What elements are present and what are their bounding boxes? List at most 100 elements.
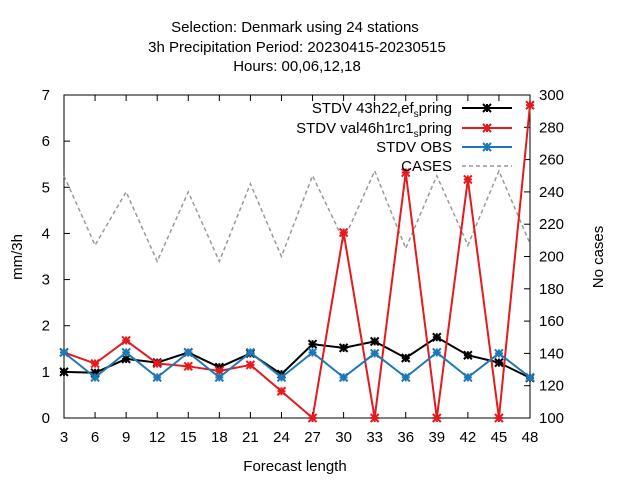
marker-stroke bbox=[369, 348, 380, 359]
y-tick-label: 2 bbox=[42, 318, 50, 335]
marker-stroke bbox=[401, 167, 411, 178]
y-tick-label: 1 bbox=[42, 364, 50, 381]
series-3 bbox=[59, 347, 535, 383]
data-point bbox=[338, 227, 349, 238]
marker-stroke bbox=[90, 372, 100, 383]
data-point bbox=[59, 367, 69, 377]
y2-tick-label: 200 bbox=[539, 249, 564, 266]
y2-tick-label: 300 bbox=[539, 87, 564, 104]
data-point bbox=[432, 413, 442, 423]
marker-stroke bbox=[463, 372, 473, 383]
data-point bbox=[152, 358, 162, 369]
y2-axis-label: No cases bbox=[590, 226, 607, 289]
marker-stroke bbox=[183, 361, 193, 372]
legend-label-part: STDV val46h1rc1 bbox=[296, 120, 414, 137]
x-tick-label: 15 bbox=[180, 429, 197, 446]
x-tick-label: 45 bbox=[491, 429, 508, 446]
marker-stroke bbox=[307, 413, 318, 423]
data-point bbox=[525, 372, 535, 383]
legend-marker bbox=[482, 123, 492, 133]
marker-stroke bbox=[338, 372, 349, 383]
x-tick-label: 27 bbox=[304, 429, 321, 446]
data-point bbox=[369, 348, 380, 359]
y2-tick-label: 120 bbox=[539, 378, 564, 395]
y2-tick-label: 160 bbox=[539, 313, 564, 330]
marker-stroke bbox=[432, 413, 442, 423]
x-tick-label: 21 bbox=[242, 429, 259, 446]
x-tick-label: 42 bbox=[460, 429, 477, 446]
series-4 bbox=[63, 168, 531, 264]
marker-stroke bbox=[245, 360, 256, 370]
y-tick-label: 6 bbox=[42, 133, 50, 150]
x-tick-label: 12 bbox=[149, 429, 166, 446]
marker-stroke bbox=[482, 103, 492, 113]
y-axis-right: 100 120 140 160 180 200 220 240 260 280 300 bbox=[524, 87, 564, 427]
marker-stroke bbox=[338, 227, 349, 238]
data-point bbox=[463, 174, 473, 185]
data-point bbox=[463, 350, 473, 360]
data-point bbox=[183, 347, 193, 358]
x-tick-label: 36 bbox=[397, 429, 414, 446]
data-point bbox=[494, 348, 504, 359]
legend-label-part: STDV 43h22 bbox=[312, 100, 398, 117]
x-axis-label: Forecast length bbox=[243, 458, 346, 475]
legend-item: CASES bbox=[401, 158, 512, 175]
marker-stroke bbox=[152, 372, 162, 383]
data-point bbox=[276, 372, 287, 383]
data-point bbox=[525, 100, 535, 110]
x-tick-label: 3 bbox=[60, 429, 68, 446]
legend-label-part: ef bbox=[401, 100, 414, 117]
marker-stroke bbox=[276, 386, 287, 396]
legend-item: STDV val46h1rc1spring bbox=[296, 120, 512, 140]
data-point bbox=[369, 413, 380, 423]
x-tick-label: 48 bbox=[522, 429, 539, 446]
title-line-2: 3h Precipitation Period: 20230415-202305… bbox=[148, 39, 446, 56]
data-point bbox=[401, 372, 411, 383]
y-tick-label: 3 bbox=[42, 272, 50, 289]
data-point bbox=[90, 372, 100, 383]
y2-tick-label: 140 bbox=[539, 345, 564, 362]
x-tick-label: 33 bbox=[366, 429, 383, 446]
marker-stroke bbox=[369, 413, 380, 423]
title-line-1: Selection: Denmark using 24 stations bbox=[171, 19, 419, 36]
data-point bbox=[494, 413, 504, 423]
x-tick-label: 39 bbox=[428, 429, 445, 446]
marker-stroke bbox=[338, 343, 349, 353]
y2-tick-label: 260 bbox=[539, 152, 564, 169]
marker-stroke bbox=[59, 347, 69, 358]
marker-stroke bbox=[432, 332, 442, 342]
y-tick-label: 7 bbox=[42, 87, 50, 104]
data-point bbox=[121, 347, 131, 358]
legend-marker bbox=[482, 142, 492, 152]
marker-stroke bbox=[276, 372, 287, 383]
data-point bbox=[152, 372, 162, 383]
x-tick-label: 6 bbox=[91, 429, 99, 446]
y2-tick-label: 180 bbox=[539, 281, 564, 298]
marker-stroke bbox=[494, 413, 504, 423]
legend-label-part: r bbox=[398, 109, 402, 120]
y-tick-label: 4 bbox=[42, 225, 50, 242]
title-line-3: Hours: 00,06,12,18 bbox=[233, 58, 361, 75]
legend-marker bbox=[482, 103, 492, 113]
marker-stroke bbox=[307, 339, 318, 349]
data-point bbox=[463, 372, 473, 383]
marker-stroke bbox=[152, 358, 162, 369]
marker-stroke bbox=[183, 347, 193, 358]
data-point bbox=[307, 413, 318, 423]
marker-stroke bbox=[494, 357, 504, 368]
data-point bbox=[338, 343, 349, 353]
marker-stroke bbox=[121, 347, 131, 358]
y-axis-left: 0 1 2 3 4 5 6 7 bbox=[42, 87, 70, 427]
marker-stroke bbox=[214, 372, 225, 383]
data-point bbox=[307, 339, 318, 349]
data-point bbox=[432, 332, 442, 342]
legend-label: STDV 43h22refspring bbox=[312, 100, 452, 120]
series-line bbox=[63, 168, 531, 264]
series-layer bbox=[59, 100, 535, 423]
series-line bbox=[63, 351, 531, 379]
data-point bbox=[307, 347, 318, 358]
legend-item: STDV OBS bbox=[376, 139, 512, 156]
plot-frame bbox=[63, 94, 531, 419]
data-point bbox=[494, 357, 504, 368]
